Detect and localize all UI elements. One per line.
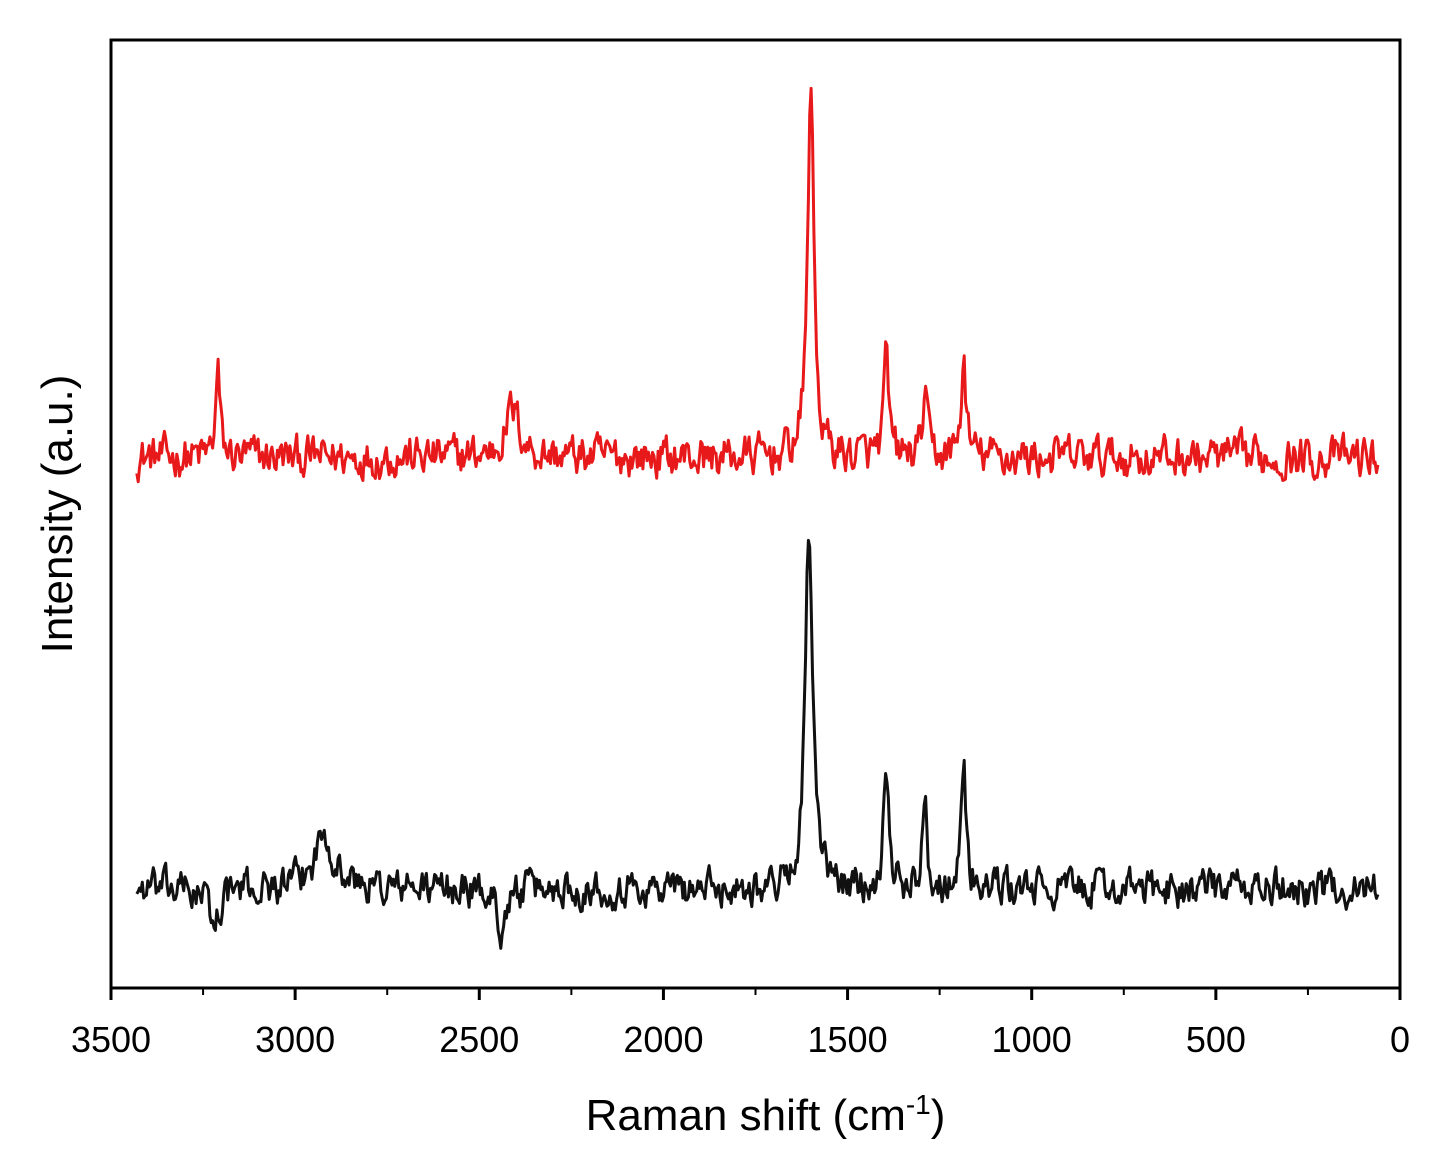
x-tick-label: 2500: [439, 1019, 519, 1060]
spectrum-line-red: [135, 86, 1380, 484]
x-tick-label: 1000: [992, 1019, 1072, 1060]
x-tick-label: 3000: [255, 1019, 335, 1060]
x-axis-label: Raman shift (cm-1): [586, 1089, 946, 1140]
y-axis-label: Intensity (a.u.): [33, 375, 82, 654]
x-tick-label: 2000: [623, 1019, 703, 1060]
x-tick-label: 1500: [808, 1019, 888, 1060]
x-tick-label: 3500: [71, 1019, 151, 1060]
plot-frame: [109, 38, 1402, 990]
x-axis-ticks: 3500 3000 2500 2000 1500 1000 500 0: [71, 988, 1410, 1060]
spectrum-line-black: [135, 538, 1380, 950]
series-group: [135, 86, 1380, 950]
x-tick-label: 0: [1390, 1019, 1410, 1060]
x-tick-label: 500: [1186, 1019, 1246, 1060]
